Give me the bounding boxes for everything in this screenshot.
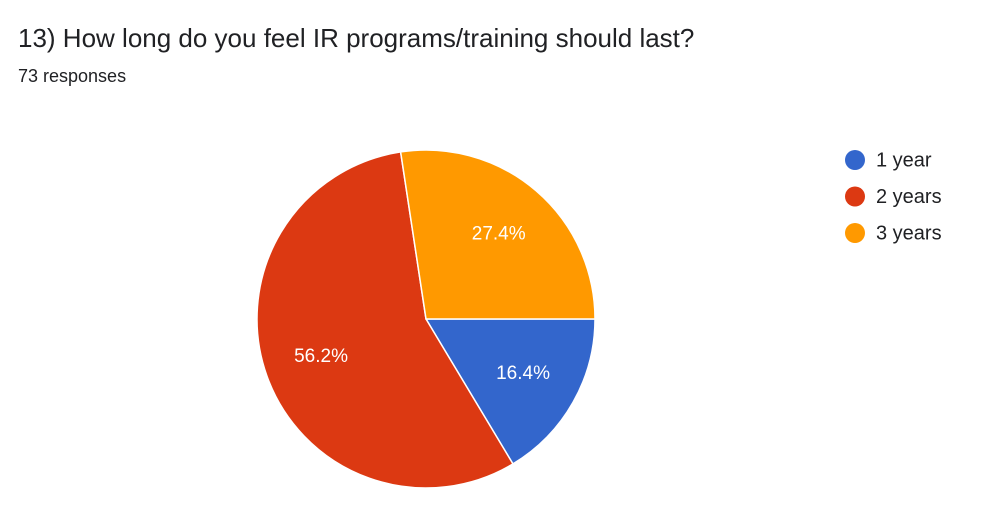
legend-marker xyxy=(845,150,865,170)
legend-label: 2 years xyxy=(876,186,942,208)
legend-marker xyxy=(845,186,865,207)
slice-label: 27.4% xyxy=(472,223,526,244)
legend-marker xyxy=(845,223,865,243)
chart-title: 13) How long do you feel IR programs/tra… xyxy=(18,23,694,53)
slice-label: 16.4% xyxy=(496,363,550,384)
chart-subtitle: 73 responses xyxy=(18,66,126,86)
slice-label: 56.2% xyxy=(294,346,348,367)
pie-slice xyxy=(399,149,596,320)
pie-slice xyxy=(424,318,596,465)
pie-slice xyxy=(256,151,514,489)
legend-label: 3 years xyxy=(876,222,942,244)
legend-label: 1 year xyxy=(876,149,932,171)
